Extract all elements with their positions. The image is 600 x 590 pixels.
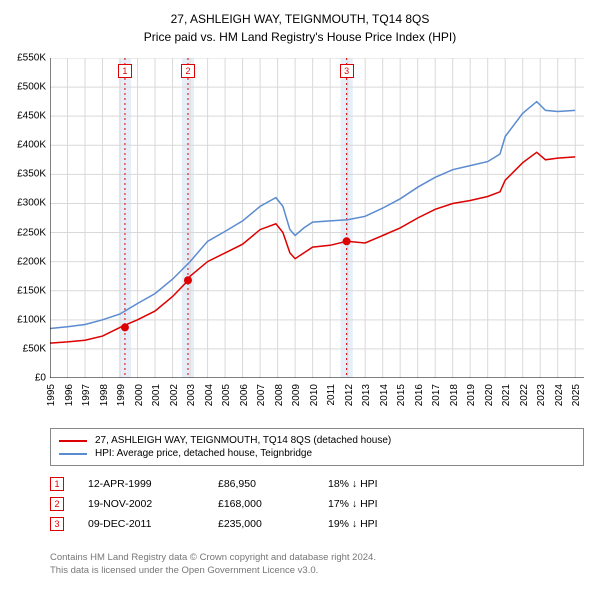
x-tick-label: 1998 [99,384,110,406]
event-price: £86,950 [218,478,328,490]
sale-marker-2: 2 [181,64,195,78]
legend-label: 27, ASHLEIGH WAY, TEIGNMOUTH, TQ14 8QS (… [95,435,391,446]
attribution-line1: Contains HM Land Registry data © Crown c… [50,552,584,565]
legend: 27, ASHLEIGH WAY, TEIGNMOUTH, TQ14 8QS (… [50,428,584,466]
x-tick-label: 2023 [536,384,547,406]
x-tick-label: 2004 [204,384,215,406]
x-axis-labels: 1995199619971998199920002001200220032004… [50,378,584,422]
event-marker-num: 3 [50,517,64,531]
legend-row: 27, ASHLEIGH WAY, TEIGNMOUTH, TQ14 8QS (… [59,434,575,447]
title-address: 27, ASHLEIGH WAY, TEIGNMOUTH, TQ14 8QS [0,10,600,28]
y-tick-label: £200K [2,256,46,267]
x-tick-label: 2002 [169,384,180,406]
x-tick-label: 2018 [449,384,460,406]
y-tick-label: £400K [2,140,46,151]
y-tick-label: £0 [2,373,46,384]
x-tick-label: 2010 [309,384,320,406]
event-row: 1 12-APR-1999£86,95018% ↓ HPI [50,474,584,494]
x-tick-label: 2020 [484,384,495,406]
x-tick-label: 2009 [291,384,302,406]
x-tick-label: 1995 [46,384,57,406]
title-block: 27, ASHLEIGH WAY, TEIGNMOUTH, TQ14 8QS P… [0,0,600,46]
event-date: 19-NOV-2002 [88,498,218,510]
y-tick-label: £550K [2,53,46,64]
x-tick-label: 2019 [466,384,477,406]
event-date: 12-APR-1999 [88,478,218,490]
plot-svg [50,58,584,378]
x-tick-label: 2014 [379,384,390,406]
event-diff: 17% ↓ HPI [328,498,378,510]
y-tick-label: £350K [2,169,46,180]
x-tick-label: 2000 [134,384,145,406]
event-price: £235,000 [218,518,328,530]
x-tick-label: 2022 [519,384,530,406]
x-tick-label: 2008 [274,384,285,406]
events-table: 1 12-APR-1999£86,95018% ↓ HPI 2 19-NOV-2002… [50,474,584,534]
event-row: 3 09-DEC-2011£235,00019% ↓ HPI [50,514,584,534]
legend-row: HPI: Average price, detached house, Teig… [59,447,575,460]
legend-swatch [59,453,87,455]
event-marker-num: 1 [50,477,64,491]
title-subtitle: Price paid vs. HM Land Registry's House … [0,28,600,46]
x-tick-label: 1997 [81,384,92,406]
event-price: £168,000 [218,498,328,510]
x-tick-label: 1996 [64,384,75,406]
y-tick-label: £450K [2,111,46,122]
x-tick-label: 2003 [186,384,197,406]
x-tick-label: 2013 [361,384,372,406]
y-tick-label: £300K [2,198,46,209]
event-marker-num: 2 [50,497,64,511]
event-row: 2 19-NOV-2002£168,00017% ↓ HPI [50,494,584,514]
x-tick-label: 2011 [326,384,337,406]
sale-marker-1: 1 [118,64,132,78]
sale-marker-3: 3 [340,64,354,78]
chart-area: £0£50K£100K£150K£200K£250K£300K£350K£400… [50,58,584,378]
x-tick-label: 2025 [571,384,582,406]
chart-container: 27, ASHLEIGH WAY, TEIGNMOUTH, TQ14 8QS P… [0,0,600,590]
x-tick-label: 2024 [554,384,565,406]
x-tick-label: 2005 [221,384,232,406]
event-diff: 18% ↓ HPI [328,478,378,490]
event-date: 09-DEC-2011 [88,518,218,530]
x-tick-label: 2012 [344,384,355,406]
x-tick-label: 2006 [239,384,250,406]
attribution-line2: This data is licensed under the Open Gov… [50,565,584,578]
x-tick-label: 2015 [396,384,407,406]
x-tick-label: 2001 [151,384,162,406]
attribution: Contains HM Land Registry data © Crown c… [50,552,584,578]
y-tick-label: £150K [2,285,46,296]
y-axis-labels: £0£50K£100K£150K£200K£250K£300K£350K£400… [2,58,46,378]
event-diff: 19% ↓ HPI [328,518,378,530]
y-tick-label: £50K [2,343,46,354]
x-tick-label: 2007 [256,384,267,406]
x-tick-label: 2021 [501,384,512,406]
legend-label: HPI: Average price, detached house, Teig… [95,448,312,459]
y-tick-label: £500K [2,82,46,93]
y-tick-label: £100K [2,314,46,325]
x-tick-label: 2016 [414,384,425,406]
x-tick-label: 2017 [431,384,442,406]
y-tick-label: £250K [2,227,46,238]
legend-swatch [59,440,87,442]
x-tick-label: 1999 [116,384,127,406]
